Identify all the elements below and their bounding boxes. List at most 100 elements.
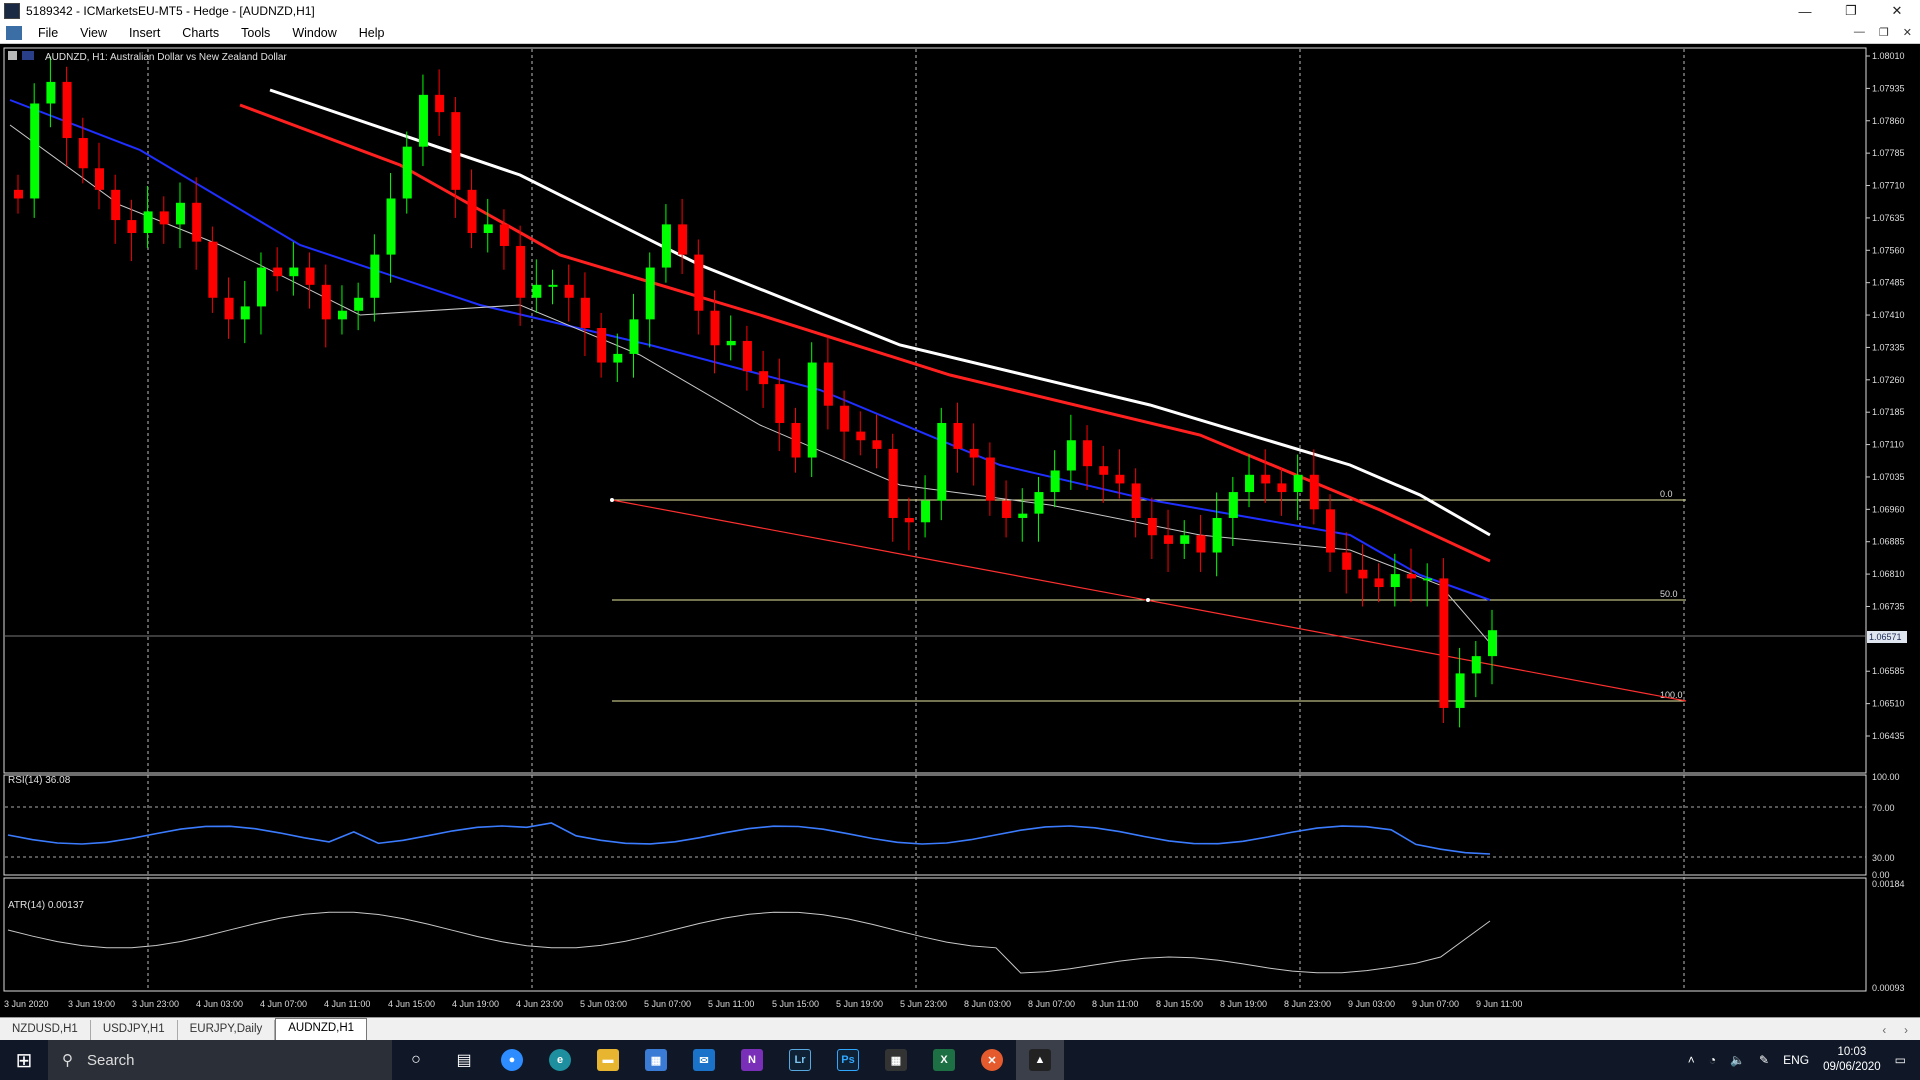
- menu-view[interactable]: View: [80, 25, 108, 40]
- bull-candle: [1034, 492, 1044, 514]
- menu-charts[interactable]: Charts: [182, 25, 220, 40]
- metatrader-icon[interactable]: ▲: [1016, 1040, 1064, 1080]
- atr-panel-frame: [3, 877, 1867, 992]
- bull-candle: [418, 94, 428, 147]
- bear-candle: [321, 284, 331, 320]
- bull-candle: [370, 254, 380, 298]
- pen-icon[interactable]: ✎: [1759, 1053, 1770, 1067]
- language-indicator[interactable]: ENG: [1783, 1053, 1810, 1067]
- bear-candle: [192, 202, 202, 242]
- menu-insert[interactable]: Insert: [129, 25, 161, 40]
- taskbar-search[interactable]: ⚲ Search: [48, 1040, 392, 1080]
- price-tick-label: 1.07635: [1872, 213, 1905, 223]
- tab-usdjpy[interactable]: USDJPY,H1: [91, 1020, 178, 1040]
- bull-candle: [256, 267, 266, 307]
- file-explorer-icon[interactable]: ▬: [584, 1040, 632, 1080]
- bull-candle: [30, 103, 40, 199]
- bull-candle: [1180, 535, 1190, 544]
- bear-candle: [759, 371, 769, 385]
- time-axis-label: 8 Jun 23:00: [1284, 999, 1331, 1009]
- bear-candle: [1374, 578, 1384, 588]
- bear-candle: [1196, 535, 1206, 553]
- tab-audnzd[interactable]: AUDNZD,H1: [275, 1018, 368, 1040]
- time-axis-label: 8 Jun 07:00: [1028, 999, 1075, 1009]
- time-axis-label: 5 Jun 03:00: [580, 999, 627, 1009]
- bear-candle: [742, 340, 752, 372]
- fib-anchor: [1146, 598, 1150, 602]
- minimize-button[interactable]: —: [1798, 3, 1812, 19]
- app-icon: [4, 3, 20, 19]
- search-icon: ⚲: [62, 1052, 73, 1069]
- notifications-icon[interactable]: ▭: [1894, 1053, 1906, 1067]
- clock[interactable]: 10:03 09/06/2020: [1823, 1045, 1881, 1075]
- time-axis-label: 5 Jun 07:00: [644, 999, 691, 1009]
- mdi-minimize-icon[interactable]: —: [1853, 26, 1865, 38]
- task-view-icon[interactable]: ▤: [456, 1052, 472, 1069]
- tabs-left-arrow-icon[interactable]: ‹: [1882, 1025, 1887, 1037]
- zoom-icon[interactable]: ●: [488, 1040, 536, 1080]
- menu-tools[interactable]: Tools: [241, 25, 271, 40]
- close-button[interactable]: ✕: [1891, 3, 1903, 18]
- menu-file[interactable]: File: [38, 25, 59, 40]
- menu-window[interactable]: Window: [292, 25, 337, 40]
- photoshop-icon[interactable]: Ps: [824, 1040, 872, 1080]
- symbol-tabs: NZDUSD,H1 USDJPY,H1 EURJPY,Daily AUDNZD,…: [0, 1017, 1920, 1040]
- tab-nzdusd[interactable]: NZDUSD,H1: [0, 1020, 91, 1040]
- ma-blue-line: [9, 99, 1491, 601]
- tabs-right-arrow-icon[interactable]: ›: [1904, 1025, 1908, 1037]
- bull-candle: [532, 284, 542, 298]
- bear-candle: [127, 220, 137, 234]
- calculator-icon[interactable]: ▦: [872, 1040, 920, 1080]
- menu-help[interactable]: Help: [358, 25, 385, 40]
- time-axis-label: 3 Jun 23:00: [132, 999, 179, 1009]
- price-tick-label: 1.06735: [1872, 601, 1905, 611]
- price-tick-label: 1.07410: [1872, 310, 1905, 320]
- price-chart[interactable]: 0.0 50.0 100.0 1.08010 1.07935 1.07860 1.0778…: [0, 45, 1920, 1017]
- bear-candle: [224, 297, 234, 320]
- fib-label: 0.0: [1660, 489, 1673, 499]
- browser-icon[interactable]: ✕: [968, 1040, 1016, 1080]
- onenote-icon[interactable]: N: [728, 1040, 776, 1080]
- restore-button[interactable]: ❐: [1845, 3, 1857, 18]
- bear-candle: [710, 310, 720, 346]
- bull-candle: [354, 297, 364, 311]
- time-axis-label: 3 Jun 2020: [4, 999, 49, 1009]
- price-tick-label: 1.07710: [1872, 181, 1905, 191]
- lightroom-icon[interactable]: Lr: [776, 1040, 824, 1080]
- edge-icon[interactable]: e: [536, 1040, 584, 1080]
- windows-start-icon[interactable]: ⊞: [15, 1049, 33, 1072]
- bear-candle: [516, 245, 526, 298]
- store-icon[interactable]: ▦: [632, 1040, 680, 1080]
- main-panel-frame: [3, 47, 1867, 774]
- price-tick-label: 1.07260: [1872, 375, 1905, 385]
- price-tick-label: 1.07785: [1872, 148, 1905, 158]
- mdi-close-icon[interactable]: ✕: [1902, 27, 1912, 39]
- price-tick-label: 1.07935: [1872, 83, 1905, 93]
- chart-symbol-icon: [8, 51, 17, 60]
- bull-candle: [1488, 630, 1497, 657]
- cortana-icon[interactable]: ○: [411, 1051, 421, 1068]
- mdi-restore-icon[interactable]: ❐: [1878, 27, 1889, 39]
- excel-icon[interactable]: X: [920, 1040, 968, 1080]
- time-axis-label: 8 Jun 19:00: [1220, 999, 1267, 1009]
- rsi-tick-label: 70.00: [1872, 803, 1895, 813]
- bear-candle: [1407, 574, 1417, 579]
- bull-candle: [337, 310, 347, 320]
- time-axis-label: 5 Jun 11:00: [708, 999, 754, 1009]
- network-icon[interactable]: ◔: [1708, 1053, 1717, 1067]
- price-tick-label: 1.06810: [1872, 569, 1905, 579]
- chart-window-icon[interactable]: [6, 25, 22, 40]
- time-axis-label: 9 Jun 03:00: [1348, 999, 1395, 1009]
- chart-area[interactable]: 0.0 50.0 100.0 1.08010 1.07935 1.07860 1.0778…: [0, 45, 1920, 1017]
- bear-candle: [1131, 483, 1141, 518]
- tray-chevron-icon[interactable]: ˄: [1687, 1053, 1695, 1067]
- rsi-tick-label: 30.00: [1872, 853, 1895, 863]
- bull-candle: [1066, 440, 1076, 471]
- bear-candle: [1277, 483, 1287, 493]
- bear-candle: [1326, 509, 1336, 553]
- tab-eurjpy[interactable]: EURJPY,Daily: [178, 1020, 276, 1040]
- mail-icon[interactable]: ✉: [680, 1040, 728, 1080]
- bear-candle: [823, 362, 833, 406]
- bull-candle: [1390, 574, 1400, 588]
- volume-icon[interactable]: 🔈: [1730, 1053, 1746, 1067]
